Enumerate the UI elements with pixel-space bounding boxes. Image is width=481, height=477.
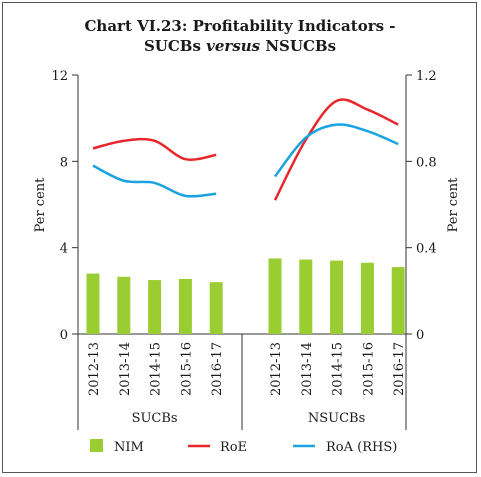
y-tick-label-right: 0.4 [416, 242, 437, 257]
nim-bar [268, 258, 282, 334]
chart-title-line1: Chart VI.23: Profitability Indicators - [84, 17, 395, 35]
roe-line [273, 98, 399, 201]
x-tick-label: 2013-14 [300, 342, 315, 396]
nim-bar [360, 262, 374, 334]
roa-line [274, 123, 399, 178]
x-tick-label: 2012-13 [269, 342, 284, 396]
nim-bar [299, 259, 313, 334]
x-tick-label: 2014-15 [149, 342, 164, 396]
nim-bar [117, 276, 131, 334]
legend-label-roe: RoE [220, 440, 247, 455]
y-tick-label-left: 0 [60, 328, 68, 343]
series-lines [92, 98, 399, 201]
nim-bar [148, 280, 162, 334]
nim-bar [391, 267, 405, 334]
x-tick-label: 2013-14 [118, 342, 133, 396]
x-tick-label: 2014-15 [331, 342, 346, 396]
x-tick-label: 2015-16 [361, 342, 376, 396]
legend-label-roa: RoA (RHS) [326, 440, 397, 455]
y-axis-label-left: Per cent [33, 177, 48, 233]
axes: 0 4 8 12 0 0.4 0.8 1.2 [51, 69, 437, 430]
roa-line [92, 164, 217, 198]
y-tick-label-right: 0.8 [416, 155, 437, 170]
y-tick-label-left: 12 [51, 69, 68, 84]
chart-title-line2: SUCBs versus NSUCBs [144, 37, 336, 55]
x-tick-label: 2016-17 [392, 342, 407, 396]
y-tick-label-left: 8 [60, 155, 68, 170]
nim-bar [330, 260, 344, 334]
legend-label-nim: NIM [114, 440, 144, 455]
y-tick-label-left: 4 [60, 242, 68, 257]
x-tick-label: 2012-13 [87, 342, 102, 396]
nim-bar [178, 278, 192, 334]
chart-frame [2, 2, 477, 473]
y-tick-label-right: 1.2 [416, 69, 437, 84]
x-tick-label: 2016-17 [210, 342, 225, 396]
nim-bar [86, 273, 100, 334]
x-group-label: NSUCBs [308, 411, 365, 426]
x-tick-labels: 2012-13 2013-14 2014-15 2015-16 2016-17 SUCBs… [87, 342, 407, 426]
x-group-label: SUCBs [132, 411, 178, 426]
legend-swatch-nim [90, 439, 103, 452]
legend: NIM RoE RoA (RHS) [90, 439, 397, 455]
y-tick-label-right: 0 [416, 328, 424, 343]
x-tick-label: 2015-16 [179, 342, 194, 396]
nim-bar [209, 282, 223, 334]
y-axis-label-right: Per cent [446, 177, 461, 233]
roe-line [92, 137, 217, 161]
nim-bars [86, 258, 405, 334]
